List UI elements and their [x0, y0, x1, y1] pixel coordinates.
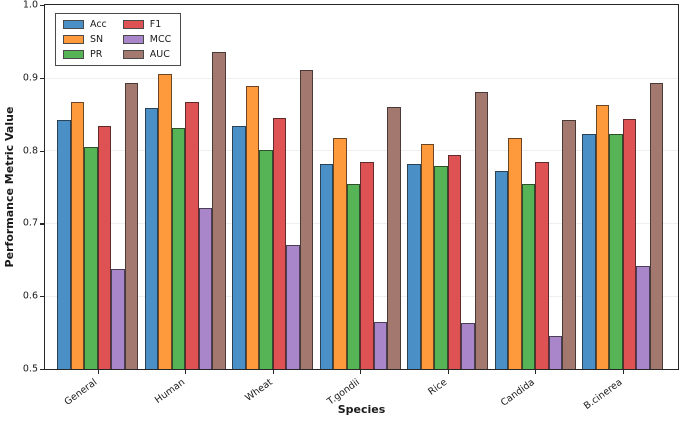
bar-acc-rice — [407, 164, 421, 369]
bar-f1-rice — [447, 155, 461, 369]
legend-item-auc: AUC — [122, 49, 171, 60]
y-tick-label-0.6: 0.6 — [22, 290, 38, 302]
gridline-0.9 — [45, 77, 678, 79]
x-tick-mark — [97, 370, 99, 374]
bar-auc-candida — [562, 119, 576, 369]
bar-mcc-t.gondii — [373, 321, 387, 369]
bar-acc-general — [57, 119, 71, 369]
plot-area: Acc SN PR F1 MCC AUC — [44, 4, 679, 370]
bar-pr-b.cinerea — [609, 133, 623, 369]
legend-item-sn: SN — [63, 34, 107, 45]
bar-mcc-general — [111, 268, 125, 369]
legend-swatch-f1 — [122, 20, 144, 29]
x-tick-mark — [535, 370, 537, 374]
bar-auc-rice — [474, 92, 488, 369]
bar-pr-general — [84, 147, 98, 369]
legend-item-mcc: MCC — [122, 34, 172, 45]
bar-f1-wheat — [272, 118, 286, 369]
legend-swatch-auc — [122, 50, 144, 59]
x-axis-label: Species — [337, 403, 386, 416]
y-axis-label: Performance Metric Value — [3, 106, 16, 268]
gridline-0.8 — [45, 150, 678, 152]
bar-sn-wheat — [245, 85, 259, 369]
legend-swatch-sn — [63, 35, 84, 44]
bar-auc-b.cinerea — [649, 82, 663, 369]
legend-label: AUC — [149, 49, 170, 60]
bar-auc-human — [212, 52, 226, 369]
y-tick-label-0.7: 0.7 — [22, 217, 38, 229]
bar-auc-t.gondii — [387, 106, 401, 369]
y-tick-mark — [40, 223, 44, 225]
bar-pr-rice — [434, 165, 448, 369]
bar-mcc-wheat — [286, 244, 300, 369]
legend-item-acc: Acc — [63, 19, 107, 30]
bar-f1-b.cinerea — [622, 118, 636, 369]
bar-acc-candida — [494, 171, 508, 369]
bar-f1-t.gondii — [360, 161, 374, 369]
bar-mcc-human — [198, 207, 212, 369]
bar-acc-wheat — [232, 126, 246, 369]
legend-item-pr: PR — [63, 49, 107, 60]
y-tick-mark — [40, 296, 44, 298]
bar-pr-candida — [521, 184, 535, 369]
y-tick-label-0.9: 0.9 — [22, 72, 38, 84]
bar-pr-human — [171, 127, 185, 369]
legend-item-f1: F1 — [122, 19, 171, 30]
bar-f1-candida — [535, 161, 549, 369]
bar-sn-general — [70, 102, 84, 369]
y-tick-label-0.5: 0.5 — [22, 363, 38, 375]
bar-auc-general — [124, 82, 138, 369]
x-tick-mark — [622, 370, 624, 374]
legend-label: F1 — [149, 19, 162, 30]
legend-label: SN — [90, 34, 104, 45]
y-tick-mark — [40, 77, 44, 80]
y-tick-mark — [40, 5, 44, 7]
legend-label: MCC — [149, 34, 172, 45]
bar-pr-t.gondii — [346, 184, 360, 369]
y-tick-label-0.8: 0.8 — [22, 145, 38, 157]
bar-sn-t.gondii — [333, 137, 347, 369]
bar-f1-general — [97, 126, 111, 369]
legend-label: Acc — [90, 19, 107, 30]
legend-swatch-acc — [63, 20, 84, 29]
x-tick-label-b.cinerea: B.cinerea — [582, 376, 625, 412]
x-tick-mark — [185, 370, 187, 374]
y-tick-mark — [40, 150, 44, 152]
legend-label: PR — [90, 49, 103, 60]
bar-mcc-candida — [548, 335, 562, 369]
bar-sn-candida — [508, 137, 522, 369]
legend: Acc SN PR F1 MCC AUC — [55, 13, 182, 66]
bar-acc-b.cinerea — [582, 133, 596, 369]
x-tick-mark — [360, 370, 362, 374]
bar-f1-human — [185, 101, 199, 369]
legend-swatch-pr — [63, 50, 84, 59]
bar-acc-human — [144, 108, 158, 369]
y-tick-mark — [40, 368, 44, 370]
bar-series — [45, 5, 678, 369]
bar-mcc-rice — [461, 322, 475, 369]
bar-sn-rice — [420, 143, 434, 369]
bar-acc-t.gondii — [319, 164, 333, 369]
bar-sn-human — [158, 73, 172, 369]
bar-pr-wheat — [259, 149, 273, 369]
x-tick-mark — [272, 370, 274, 374]
legend-swatch-mcc — [122, 35, 144, 44]
y-tick-label-1.0: 1.0 — [22, 0, 38, 11]
bar-sn-b.cinerea — [595, 105, 609, 369]
bar-auc-wheat — [299, 69, 313, 369]
x-tick-mark — [447, 370, 449, 374]
bar-mcc-b.cinerea — [636, 265, 650, 369]
